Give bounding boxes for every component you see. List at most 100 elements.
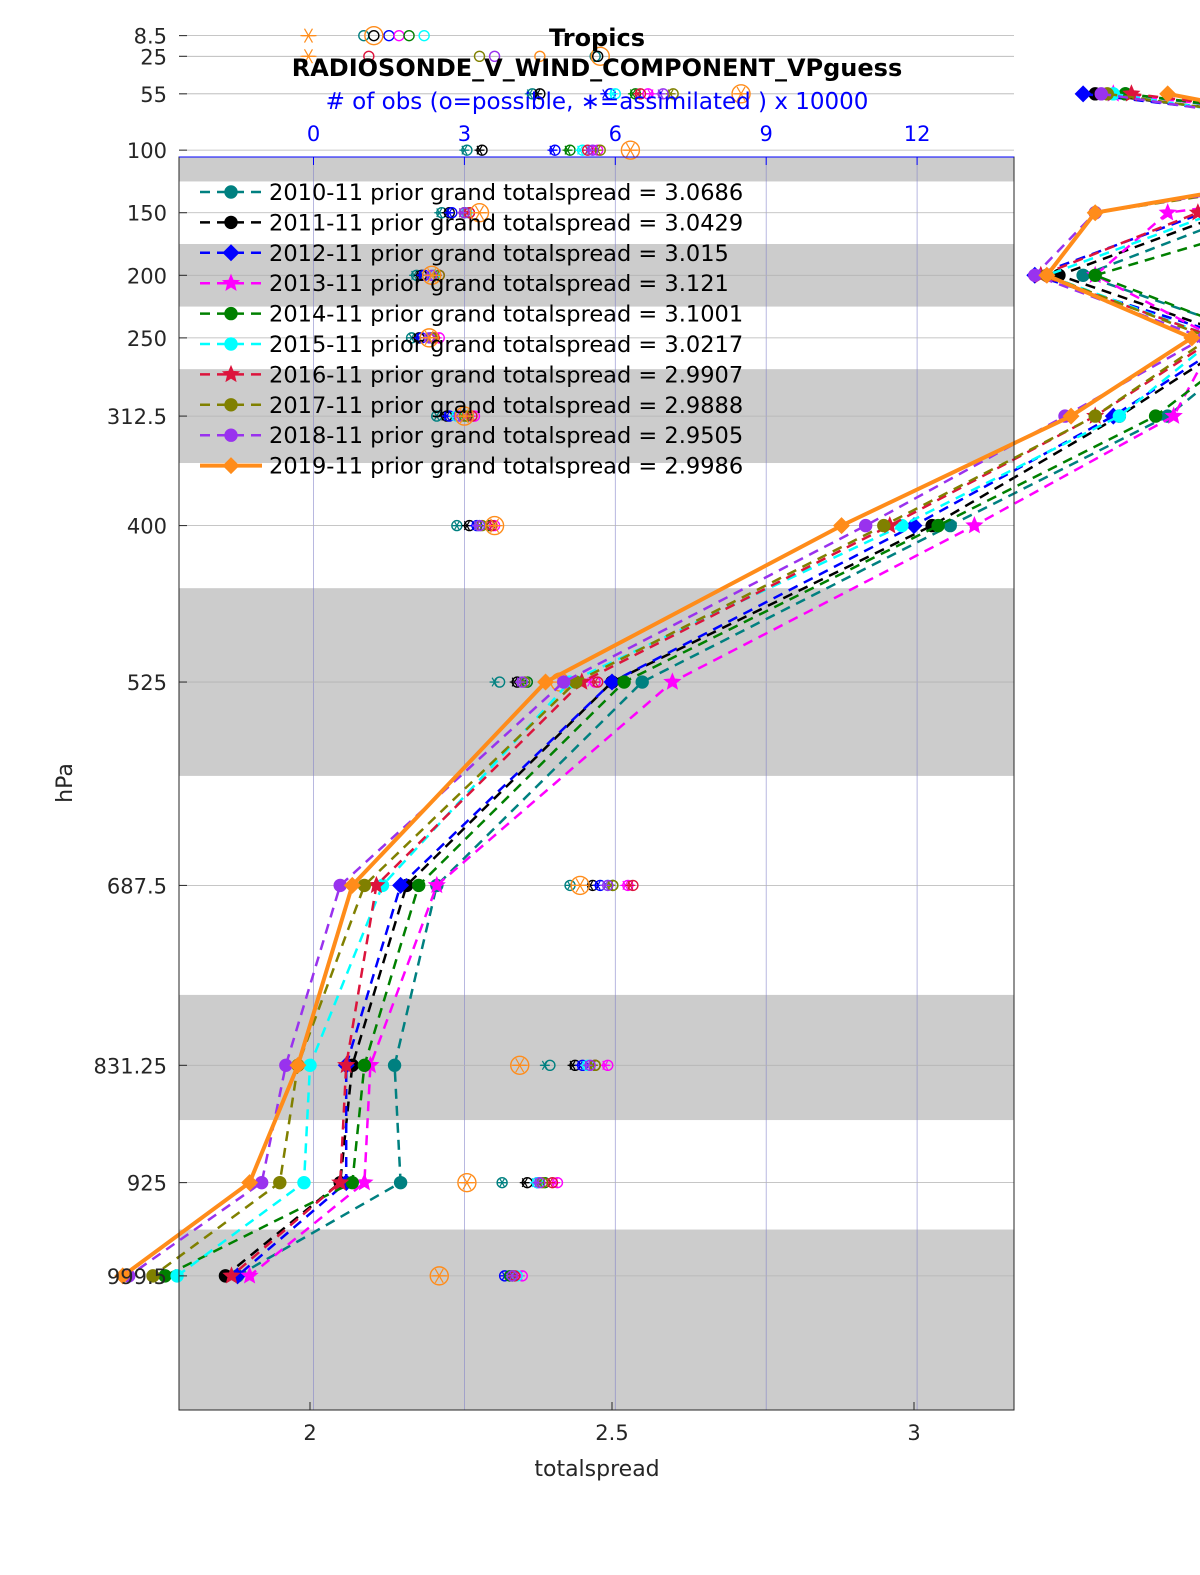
y-axis-ticks: 8.525 55 100 150 200 250 312.5 400 525 687.5 831.2… (94, 25, 187, 1289)
top-tick-label: 6 (609, 122, 622, 146)
obs-assimilated-marker (511, 1058, 528, 1073)
top-tick-label: 0 (307, 122, 320, 146)
data-point (1074, 85, 1092, 103)
series-lines (114, 84, 1200, 1285)
data-point (273, 1175, 287, 1190)
legend-label: 2016-11 prior grand totalspread = 2.9907 (269, 362, 743, 388)
obs-possible-marker (469, 203, 490, 223)
series-9 (114, 85, 1200, 1285)
obs-assimilated-marker (600, 1060, 611, 1070)
obs-assimilated-marker (572, 878, 589, 893)
obs-possible-marker (570, 875, 590, 896)
obs-assimilated-marker (590, 677, 601, 687)
y-tick-label: 687.5 (107, 874, 167, 898)
obs-assimilated-marker (519, 1178, 530, 1188)
data-point (387, 1058, 402, 1073)
level-bands (179, 157, 1014, 1410)
legend-entry: 2010-11 prior grand totalspread = 3.0686 (200, 180, 743, 206)
data-point (556, 675, 571, 689)
legend-entry: 2015-11 prior grand totalspread = 3.0217 (200, 332, 743, 358)
top-axis-ticks: 0 3 6 9 12 (307, 122, 930, 165)
data-point (1086, 204, 1104, 222)
obs-assimilated-marker (497, 1178, 508, 1188)
legend-label: 2010-11 prior grand totalspread = 3.0686 (269, 180, 743, 206)
obs-possible-marker (454, 406, 475, 426)
obs-markers-series-0 (405, 88, 576, 1282)
legend-label: 2017-11 prior grand totalspread = 2.9888 (269, 393, 743, 419)
legend-label: 2014-11 prior grand totalspread = 3.1001 (269, 302, 743, 328)
y-tick-label: 25 (140, 45, 167, 69)
obs-assimilated-marker (544, 1178, 555, 1188)
obs-assimilated-marker (431, 1268, 448, 1284)
data-point (289, 1056, 307, 1074)
obs-assimilated-marker (300, 49, 317, 64)
y-tick-label: 831.25 (94, 1054, 167, 1078)
data-point (1062, 407, 1080, 425)
obs-assimilated-marker (444, 208, 455, 218)
data-point (345, 1175, 359, 1190)
obs-assimilated-marker (486, 518, 503, 533)
top-tick-label: 3 (458, 122, 471, 146)
data-point (617, 675, 631, 689)
legend-swatch-marker (222, 457, 240, 475)
legend-swatch-marker (221, 273, 241, 291)
legend-swatch-marker (224, 398, 238, 412)
obs-assimilated-marker (655, 89, 666, 99)
obs-possible-marker (484, 515, 505, 536)
legend-swatch-marker (224, 428, 238, 442)
obs-assimilated-marker (471, 520, 482, 531)
obs-assimilated-marker (514, 677, 525, 687)
obs-assimilated-marker (547, 145, 558, 155)
obs-possible-marker (510, 1055, 530, 1076)
data-point (537, 673, 555, 691)
obs-assimilated-marker (607, 89, 618, 99)
legend-entry: 2017-11 prior grand totalspread = 2.9888 (200, 393, 743, 419)
x-tick-label: 2 (303, 1421, 316, 1445)
y-axis-label: hPa (53, 763, 78, 803)
data-point (1076, 268, 1090, 282)
data-point (895, 518, 909, 533)
y-tick-label: 100 (127, 139, 167, 163)
data-point (367, 875, 386, 894)
legend-swatch-marker (224, 215, 238, 230)
level-band (179, 994, 1014, 1121)
data-point (240, 1266, 259, 1284)
y-tick-label: 55 (140, 83, 167, 107)
series-line (248, 92, 1200, 1277)
data-point (355, 1173, 374, 1191)
data-point (393, 1175, 408, 1190)
obs-assimilated-marker (622, 142, 639, 158)
obs-possible-marker (457, 1172, 477, 1193)
obs-possible-marker (488, 50, 501, 62)
series-5 (170, 87, 1200, 1283)
data-point (858, 518, 873, 533)
legend-entry: 2019-11 prior grand totalspread = 2.9986 (200, 454, 743, 480)
data-point (1038, 266, 1056, 284)
series-line (236, 92, 1200, 1277)
obs-assimilated-marker (532, 89, 543, 99)
data-point (427, 875, 446, 894)
obs-assimilated-marker (585, 145, 596, 155)
data-point (331, 1173, 350, 1191)
obs-possible-marker (534, 50, 546, 62)
legend-label: 2018-11 prior grand totalspread = 2.9505 (269, 423, 743, 449)
data-point (146, 1269, 160, 1283)
data-point (965, 516, 984, 534)
data-point (343, 876, 361, 894)
x-axis-label: totalspread (534, 1457, 659, 1482)
legend: 2010-11 prior grand totalspread = 3.0686… (200, 180, 743, 480)
legend-entry: 2014-11 prior grand totalspread = 3.1001 (200, 302, 743, 328)
obs-assimilated-marker (539, 1060, 550, 1070)
obs-possible-marker (368, 29, 380, 42)
data-point (1088, 268, 1102, 282)
obs-assimilated-marker (562, 145, 573, 155)
y-tick-label: 400 (127, 515, 167, 539)
obs-assimilated-marker (456, 208, 467, 218)
data-point (412, 878, 426, 893)
data-point (1158, 203, 1177, 221)
obs-assimilated-marker (632, 89, 643, 99)
data-point (297, 1175, 311, 1190)
obs-possible-marker (403, 29, 415, 42)
data-point (1188, 203, 1200, 221)
data-point (222, 1266, 241, 1284)
